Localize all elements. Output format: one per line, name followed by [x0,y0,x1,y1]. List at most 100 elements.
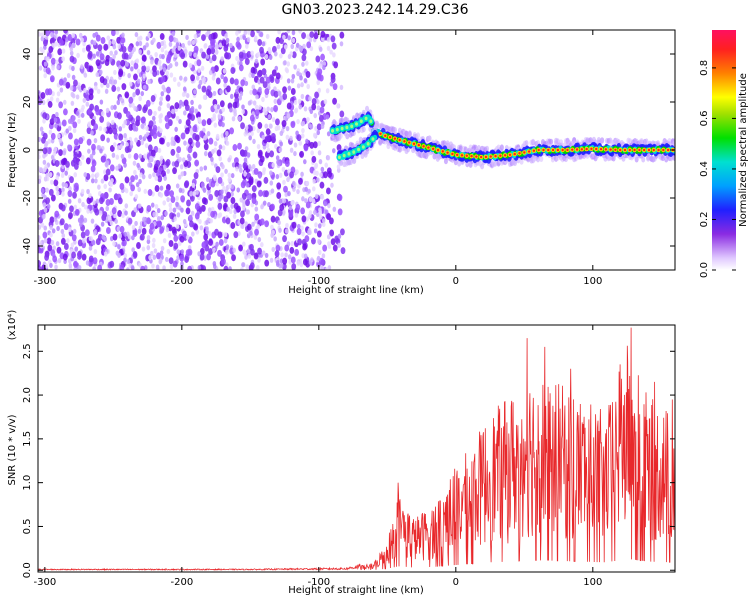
heatmap-cell [181,42,186,49]
heatmap-cell [64,183,68,189]
heatmap-cell [47,244,53,252]
heatmap-cell [331,42,337,50]
heatmap-cell [86,188,90,195]
heatmap-cell [223,238,228,244]
heatmap-cell [314,91,319,99]
heatmap-cell [352,150,356,154]
heatmap-cell [249,114,255,122]
heatmap-cell [178,240,182,246]
heatmap-cell [56,91,61,97]
heatmap-cell [337,155,341,159]
heatmap-cell [38,260,41,268]
heatmap-cell [250,50,254,56]
heatmap-cell [135,58,140,64]
heatmap-cell [270,232,274,238]
heatmap-cell [38,154,41,160]
heatmap-cell [65,128,70,134]
heatmap-cell [70,242,75,248]
heatmap-cell [388,136,392,139]
heatmap-cell [104,88,109,94]
heatmap-cell [245,264,250,270]
heatmap-cell [282,34,286,40]
heatmap-cell [286,61,291,67]
heatmap-cell [337,233,342,239]
heatmap-cell [309,108,314,114]
heatmap-cell [50,32,55,38]
heatmap-cell [244,254,248,260]
heatmap-cell [311,186,316,192]
heatmap-cell [72,42,76,49]
heatmap-cell [84,229,90,237]
heatmap-cell [215,77,221,85]
heatmap-cell [38,240,42,246]
heatmap-cell [77,85,82,91]
heatmap-cell [194,212,200,220]
heatmap-cell [332,83,338,91]
heatmap-cell [276,182,282,190]
heatmap-cell [278,172,283,178]
heatmap-cell [284,67,289,73]
heatmap-cell [187,40,192,46]
heatmap-cell [169,190,175,198]
heatmap-cell [85,157,91,165]
heatmap-cell [306,116,310,123]
heatmap-cell [135,115,141,123]
heatmap-cell [179,235,185,243]
heatmap-cell [150,250,154,257]
heatmap-cell [131,247,135,253]
heatmap-cell [281,120,287,128]
heatmap-cell [446,151,449,154]
heatmap-cell [283,185,288,193]
heatmap-cell [300,133,305,139]
heatmap-cell [301,231,305,237]
heatmap-cell [60,228,65,235]
heatmap-cell [93,249,98,255]
heatmap-cell [208,248,213,256]
heatmap-cell [227,157,231,163]
heatmap-cell [73,162,79,170]
heatmap-cell [223,265,229,270]
heatmap-cell [253,234,258,240]
heatmap-cell [317,150,322,156]
heatmap-cell [203,233,209,241]
heatmap-cell [215,166,221,174]
heatmap-cell [123,253,128,259]
heatmap-cell [210,180,216,188]
heatmap-cell [309,45,314,52]
heatmap-cell [95,238,101,246]
colorbar-tick-label: 0.2 [699,212,710,228]
heatmap-cell [52,255,58,263]
heatmap-cell [225,140,230,146]
heatmap-cell [51,65,55,71]
heatmap-cell [124,136,128,143]
heatmap-cell [623,148,627,152]
heatmap-cell [214,190,220,198]
heatmap-cell [289,171,295,179]
heatmap-cell [131,224,136,230]
heatmap-cell [226,85,231,93]
heatmap-cell [264,259,270,267]
heatmap-cell [275,72,281,80]
heatmap-cell [169,72,174,78]
heatmap-cell [327,170,333,178]
heatmap-cell [318,214,323,220]
heatmap-cell [220,73,224,80]
heatmap-cell [172,260,178,268]
heatmap-cell [336,144,342,152]
heatmap-cell [235,30,239,36]
colorbar: 0.0 0.2 0.4 0.6 0.8 Normalized spectral ampl… [699,30,749,278]
x-tick-label: 0 [453,276,459,287]
heatmap-cell [99,69,103,75]
spectrogram-y-axis-label: Frequency (Hz) [7,112,18,188]
heatmap-cell [614,148,617,151]
heatmap-cell [95,108,101,116]
heatmap-cell [312,132,317,138]
heatmap-cell [251,196,257,204]
heatmap-cell [366,142,370,146]
heatmap-cell [133,169,137,175]
heatmap-cell [225,130,229,137]
heatmap-cell [197,67,201,73]
heatmap-cell [195,75,200,81]
heatmap-cell [604,148,608,151]
heatmap-cell [158,118,163,124]
